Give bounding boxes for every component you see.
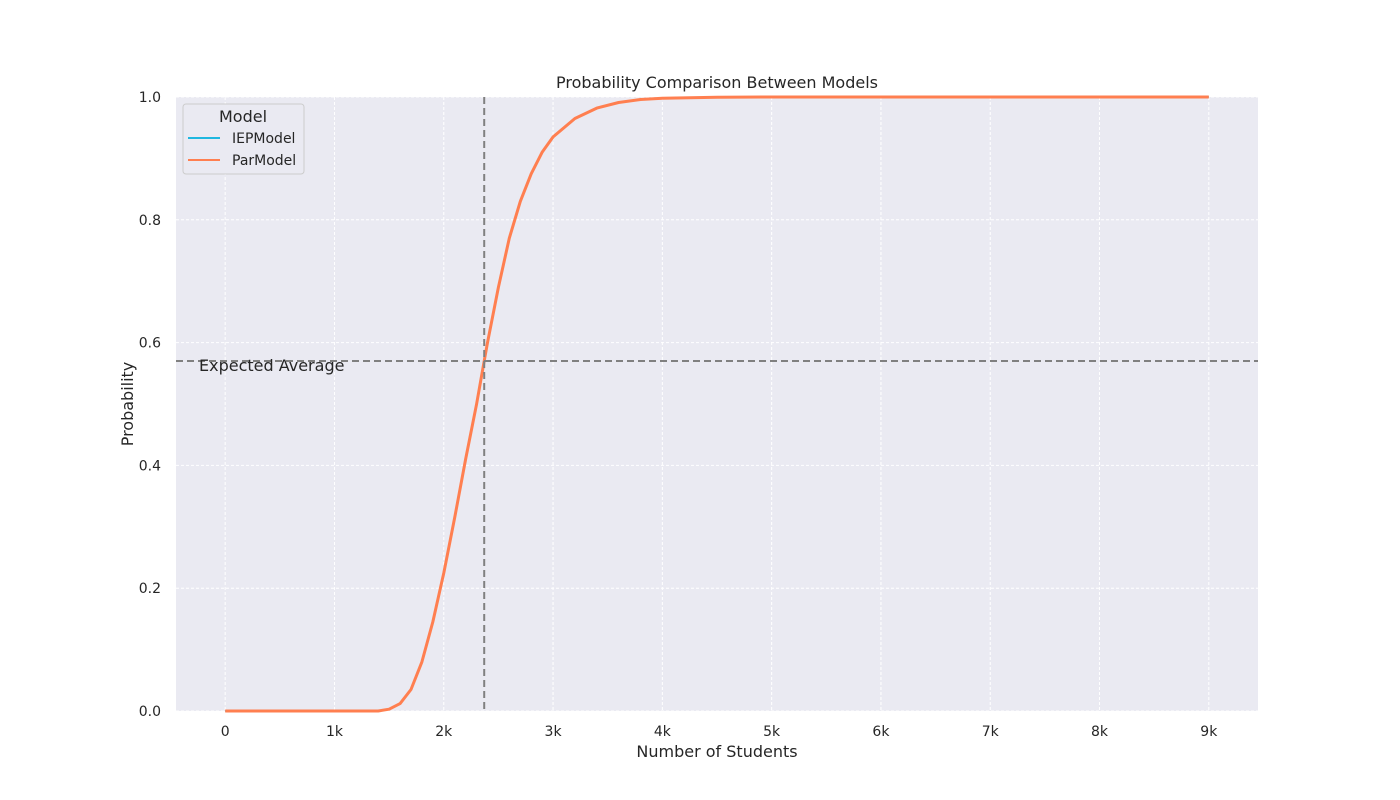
x-tick-label: 8k — [1091, 724, 1109, 740]
x-tick-label: 5k — [763, 724, 781, 740]
y-tick-label: 0.0 — [139, 704, 161, 720]
x-axis-label: Number of Students — [636, 742, 797, 761]
y-axis-label: Probability — [118, 362, 137, 447]
chart-title: Probability Comparison Between Models — [556, 73, 878, 92]
x-tick-labels: 0 1k 2k 3k 4k 5k 6k 7k 8k 9k — [221, 724, 1218, 740]
x-tick-label: 9k — [1200, 724, 1218, 740]
legend-label: ParModel — [232, 153, 296, 169]
series-line-parmodel — [225, 95, 1209, 713]
legend-label: IEPModel — [232, 131, 295, 147]
legend-title: Model — [219, 107, 267, 126]
expected-average-annotation: Expected Average — [199, 356, 344, 375]
plot-area — [176, 97, 1258, 711]
legend-entries: IEPModel ParModel — [188, 131, 296, 169]
y-tick-label: 1.0 — [139, 90, 161, 106]
x-tick-label: 4k — [654, 724, 672, 740]
legend: Model IEPModel ParModel — [182, 103, 305, 175]
x-tick-label: 7k — [982, 724, 1000, 740]
legend-box — [182, 103, 305, 175]
y-tick-labels: 0.0 0.2 0.4 0.6 0.8 1.0 — [139, 90, 161, 720]
x-tick-label: 6k — [872, 724, 890, 740]
x-tick-label: 2k — [435, 724, 453, 740]
series-lines — [225, 95, 1209, 713]
y-tick-label: 0.4 — [139, 458, 161, 474]
x-tick-label: 1k — [326, 724, 344, 740]
y-tick-label: 0.2 — [139, 581, 161, 597]
x-tick-label: 0 — [221, 724, 230, 740]
reference-lines — [176, 97, 1258, 711]
y-tick-label: 0.8 — [139, 213, 161, 229]
y-tick-label: 0.6 — [139, 336, 161, 352]
x-tick-label: 3k — [545, 724, 563, 740]
